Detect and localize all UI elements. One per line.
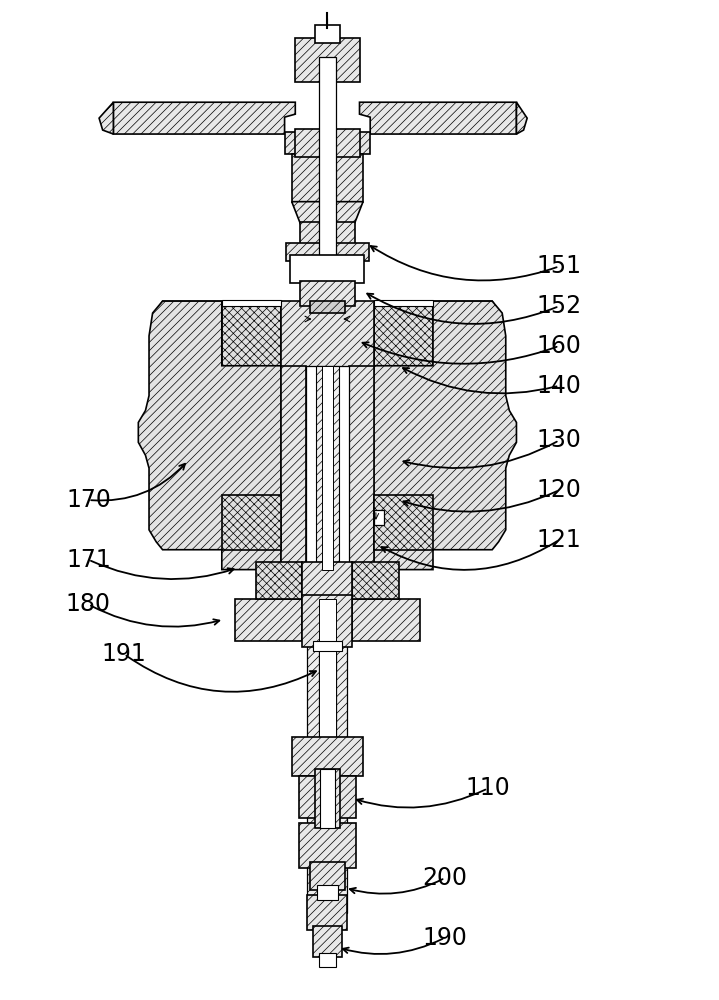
Text: 140: 140 [537, 374, 582, 398]
Bar [374, 303, 433, 371]
Bar [308, 599, 319, 913]
Bar [285, 132, 370, 154]
Bar [256, 562, 303, 599]
Bar [234, 599, 303, 641]
Polygon shape [516, 102, 527, 134]
Bar [374, 495, 433, 550]
Bar [286, 243, 369, 261]
Bar [374, 510, 385, 525]
Bar [311, 301, 344, 313]
Polygon shape [99, 102, 114, 134]
Text: 190: 190 [423, 926, 467, 950]
Bar [292, 737, 363, 776]
Bar [221, 300, 281, 306]
Polygon shape [374, 301, 516, 570]
Bar [374, 300, 433, 306]
Bar [352, 599, 420, 641]
Text: 151: 151 [537, 254, 582, 278]
Bar [308, 895, 347, 930]
Bar [301, 281, 354, 306]
Text: 152: 152 [536, 294, 582, 318]
Text: 160: 160 [537, 334, 582, 358]
Polygon shape [138, 301, 281, 570]
Bar [316, 885, 338, 900]
Bar [319, 599, 336, 913]
Bar [221, 495, 281, 550]
Bar [306, 366, 349, 570]
Bar [281, 366, 306, 570]
Polygon shape [114, 102, 296, 134]
Bar [301, 222, 354, 251]
Bar [296, 38, 360, 82]
Bar [303, 595, 352, 647]
Text: 200: 200 [423, 866, 467, 890]
Text: 120: 120 [537, 478, 582, 502]
Text: 171: 171 [66, 548, 111, 572]
Bar [303, 562, 352, 599]
Bar [313, 641, 342, 651]
Polygon shape [433, 301, 498, 371]
Bar [299, 823, 356, 868]
Bar [296, 129, 360, 157]
Bar [349, 366, 374, 570]
Bar [320, 768, 334, 828]
Bar [313, 926, 342, 957]
Bar [281, 301, 374, 371]
Bar [290, 255, 365, 283]
Text: 180: 180 [66, 592, 111, 616]
Text: 121: 121 [537, 528, 582, 552]
Polygon shape [156, 301, 221, 371]
Bar [321, 366, 333, 570]
Text: 170: 170 [66, 488, 111, 512]
Bar [310, 862, 345, 890]
Bar [314, 768, 340, 828]
Bar [336, 599, 347, 913]
Bar [316, 366, 339, 570]
Bar [319, 953, 336, 967]
Bar [352, 562, 399, 599]
Text: 191: 191 [101, 642, 147, 666]
Polygon shape [292, 202, 363, 224]
Bar [314, 25, 340, 43]
Bar [221, 303, 281, 371]
Polygon shape [360, 102, 516, 134]
Bar [319, 57, 336, 256]
Bar [299, 776, 356, 818]
Text: 130: 130 [537, 428, 582, 452]
Text: 110: 110 [465, 776, 510, 800]
Bar [292, 154, 363, 202]
